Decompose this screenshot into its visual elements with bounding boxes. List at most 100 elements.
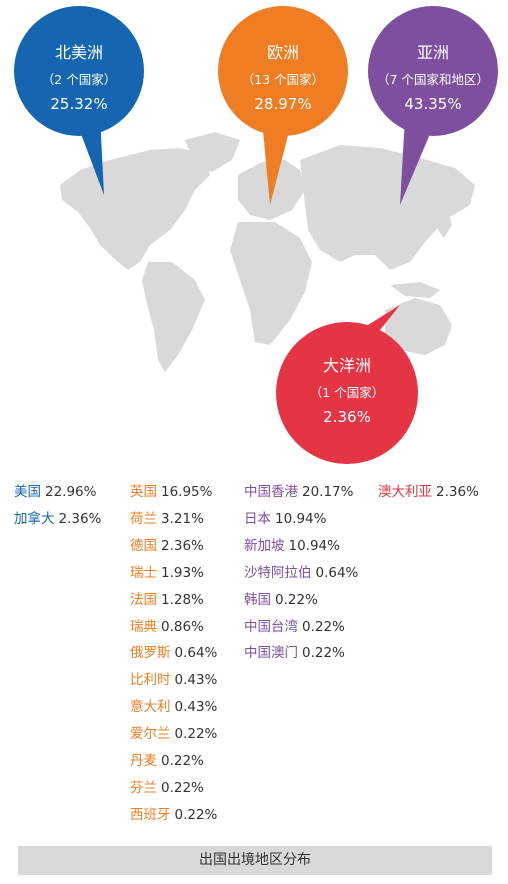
- list-item: 丹麦 0.22%: [130, 748, 217, 775]
- country-name: 法国: [130, 591, 157, 608]
- list-item: 俄罗斯 0.64%: [130, 640, 217, 667]
- country-percent: 0.22%: [275, 591, 318, 608]
- bubble-name: 大洋洲: [322, 356, 371, 375]
- country-name: 德国: [130, 537, 157, 554]
- list-item: 比利时 0.43%: [130, 667, 217, 694]
- list-item: 德国 2.36%: [130, 533, 217, 560]
- country-percent: 1.93%: [161, 564, 204, 581]
- country-percent: 0.86%: [161, 618, 204, 635]
- country-percent: 0.22%: [174, 806, 218, 823]
- list-item: 法国 1.28%: [130, 587, 217, 614]
- country-percent: 0.22%: [161, 753, 204, 770]
- country-percent: 0.22%: [161, 779, 204, 796]
- bubble-name: 亚洲: [416, 43, 449, 62]
- country-percent: 20.17%: [302, 484, 354, 500]
- list-item: 沙特阿拉伯 0.64%: [244, 560, 358, 587]
- bubble-asia: 亚洲 （7 个国家和地区） 43.35%: [368, 6, 498, 136]
- country-name: 澳大利亚: [378, 484, 432, 500]
- country-name: 沙特阿拉伯: [244, 564, 312, 581]
- bubble-count: （2 个国家）: [41, 72, 117, 87]
- country-name: 中国台湾: [244, 618, 298, 635]
- country-percent: 2.36%: [58, 510, 102, 527]
- list-europe: 英国 16.95% 荷兰 3.21% 德国 2.36% 瑞士 1.93% 法国 1.28% 瑞典 0.…: [130, 479, 217, 829]
- list-item: 新加坡 10.94%: [244, 533, 358, 560]
- country-name: 爱尔兰: [130, 726, 171, 743]
- country-percent: 0.43%: [174, 672, 218, 689]
- list-item: 中国台湾 0.22%: [244, 614, 358, 641]
- country-name: 中国香港: [244, 484, 298, 500]
- country-name: 瑞士: [130, 564, 157, 581]
- list-item: 爱尔兰 0.22%: [130, 721, 217, 748]
- country-name: 瑞典: [130, 618, 157, 635]
- country-percent: 0.64%: [174, 645, 218, 662]
- country-name: 荷兰: [130, 510, 157, 527]
- country-name: 美国: [14, 484, 41, 500]
- country-name: 丹麦: [130, 753, 157, 770]
- japan-shape: [438, 210, 452, 238]
- country-name: 俄罗斯: [130, 645, 171, 662]
- bubble-name: 北美洲: [54, 43, 103, 62]
- country-percent: 0.22%: [302, 618, 345, 635]
- country-name: 比利时: [130, 672, 171, 689]
- country-name: 意大利: [130, 699, 171, 716]
- bubble-count: （13 个国家）: [241, 72, 325, 87]
- bubble-north-america: 北美洲 （2 个国家） 25.32%: [14, 6, 144, 136]
- country-percent: 1.28%: [161, 591, 204, 608]
- list-north-america: 美国 22.96% 加拿大 2.36%: [14, 479, 101, 533]
- bubble-percent: 2.36%: [323, 408, 371, 426]
- country-percent: 0.43%: [174, 699, 218, 716]
- list-item: 日本 10.94%: [244, 506, 358, 533]
- bubble-percent: 25.32%: [50, 95, 108, 113]
- country-percent: 10.94%: [288, 537, 340, 554]
- list-item: 美国 22.96%: [14, 479, 101, 506]
- country-percent: 2.36%: [436, 484, 479, 500]
- list-item: 加拿大 2.36%: [14, 506, 101, 533]
- country-percent: 0.64%: [315, 564, 359, 581]
- country-percent: 3.21%: [161, 510, 204, 527]
- country-percent: 10.94%: [275, 510, 327, 527]
- list-item: 韩国 0.22%: [244, 587, 358, 614]
- country-name: 韩国: [244, 591, 271, 608]
- country-name: 新加坡: [244, 537, 285, 554]
- list-item: 英国 16.95%: [130, 479, 217, 506]
- south-america-shape: [142, 262, 205, 372]
- as-pointer: [400, 118, 435, 205]
- list-item: 瑞典 0.86%: [130, 614, 217, 641]
- bubble-name: 欧洲: [266, 43, 299, 62]
- bubble-europe: 欧洲 （13 个国家） 28.97%: [218, 6, 348, 136]
- country-percent: 16.95%: [161, 484, 213, 500]
- country-name: 芬兰: [130, 779, 157, 796]
- asia-shape: [300, 145, 475, 270]
- chart-caption: 出国出境地区分布: [18, 846, 492, 875]
- eu-pointer: [262, 120, 292, 205]
- list-item: 中国香港 20.17%: [244, 479, 358, 506]
- australia-shape: [385, 298, 452, 355]
- bubble-oceania: 大洋洲 （1 个国家） 2.36%: [276, 322, 418, 464]
- country-name: 中国澳门: [244, 645, 298, 662]
- list-item: 芬兰 0.22%: [130, 775, 217, 802]
- country-percent: 2.36%: [161, 537, 204, 554]
- country-percent: 0.22%: [302, 645, 345, 662]
- africa-shape: [230, 222, 312, 345]
- list-item: 澳大利亚 2.36%: [378, 479, 479, 506]
- country-name: 英国: [130, 484, 157, 500]
- list-item: 中国澳门 0.22%: [244, 640, 358, 667]
- bubble-percent: 28.97%: [254, 95, 312, 113]
- country-name: 加拿大: [14, 510, 55, 527]
- list-oceania: 澳大利亚 2.36%: [378, 479, 479, 506]
- bubble-count: （7 个国家和地区）: [377, 72, 489, 87]
- country-percent: 22.96%: [45, 484, 97, 500]
- list-asia: 中国香港 20.17% 日本 10.94% 新加坡 10.94% 沙特阿拉伯 0.64% 韩国 0…: [244, 479, 358, 667]
- list-item: 西班牙 0.22%: [130, 802, 217, 829]
- greenland-shape: [185, 132, 240, 172]
- country-name: 西班牙: [130, 806, 171, 823]
- islands-shape: [390, 282, 440, 298]
- country-percent: 0.22%: [174, 726, 218, 743]
- list-item: 意大利 0.43%: [130, 694, 217, 721]
- bubble-percent: 43.35%: [404, 95, 462, 113]
- country-name: 日本: [244, 510, 271, 527]
- north-america-shape: [60, 148, 210, 270]
- bubble-count: （1 个国家）: [309, 385, 385, 400]
- list-item: 瑞士 1.93%: [130, 560, 217, 587]
- list-item: 荷兰 3.21%: [130, 506, 217, 533]
